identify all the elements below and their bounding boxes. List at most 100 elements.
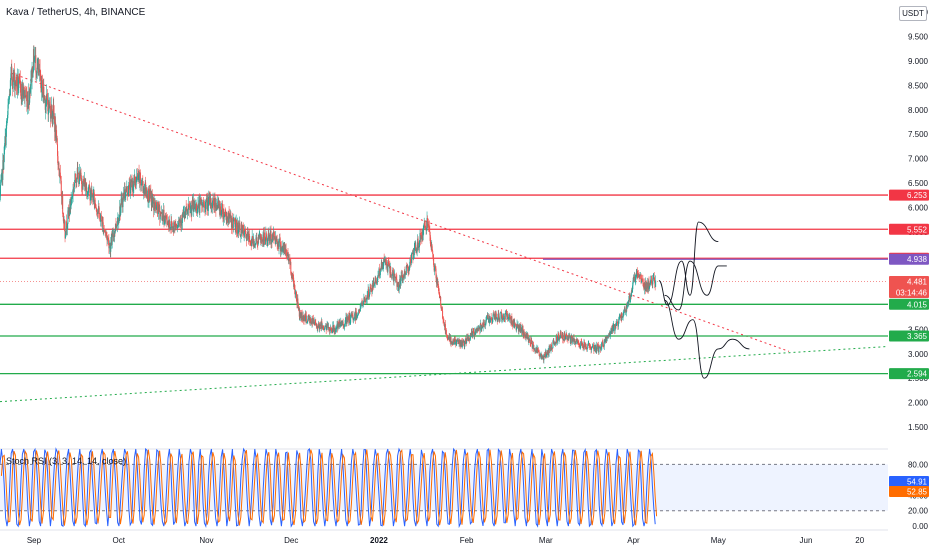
candle (145, 182, 147, 193)
candle (305, 313, 307, 316)
candle (191, 208, 193, 216)
candle (392, 270, 394, 274)
candle (556, 341, 558, 343)
candle (130, 179, 132, 194)
candle (86, 187, 88, 196)
candle (558, 339, 560, 341)
candle (352, 315, 354, 321)
candle (8, 94, 10, 100)
candle (128, 184, 130, 194)
candle (6, 121, 8, 129)
candle (375, 278, 377, 282)
price-pane[interactable] (0, 45, 889, 403)
candle (374, 277, 376, 283)
candle (139, 172, 141, 183)
candle (32, 71, 34, 78)
candle (514, 322, 516, 325)
candle (248, 233, 250, 241)
candle (59, 172, 61, 178)
candle (252, 236, 254, 239)
candle (443, 322, 445, 326)
candle (233, 217, 235, 220)
candle (349, 322, 351, 324)
time-tick-label: Oct (113, 536, 126, 545)
candle (596, 345, 598, 352)
candle (62, 195, 64, 214)
candle (462, 341, 464, 343)
candle (443, 319, 445, 323)
candle (562, 333, 564, 340)
candle (203, 202, 205, 204)
candle (264, 239, 266, 242)
candle (46, 93, 48, 99)
candle (608, 334, 610, 337)
candle (12, 72, 14, 89)
candle (532, 343, 534, 348)
candle (289, 259, 291, 265)
candle (369, 287, 371, 289)
candle (495, 313, 497, 319)
candle (266, 238, 268, 242)
candle (552, 341, 554, 349)
candle (412, 252, 414, 260)
candle (70, 198, 72, 205)
candle (360, 304, 362, 308)
candle (220, 206, 222, 211)
candle (626, 304, 628, 308)
projection-path-0 (658, 221, 719, 306)
candle (387, 261, 389, 263)
candle (338, 321, 340, 328)
currency-selector[interactable]: USDT (899, 6, 927, 21)
candle (538, 351, 540, 357)
candle (331, 330, 333, 334)
candle (553, 340, 555, 344)
candle (611, 330, 613, 334)
candle (379, 274, 381, 276)
candle (424, 222, 426, 226)
candle (265, 232, 267, 239)
candle (582, 345, 584, 349)
candle (235, 223, 237, 230)
candle (492, 318, 494, 323)
candle (468, 337, 470, 341)
candle (224, 212, 226, 217)
chart-title: Kava / TetherUS, 4h, BINANCE (6, 7, 146, 18)
candle (473, 331, 475, 334)
candle (648, 281, 650, 289)
rsi-pane[interactable] (0, 447, 888, 529)
candle (212, 200, 214, 208)
candle (339, 323, 341, 325)
candle (586, 348, 588, 350)
candle (543, 353, 545, 357)
candle (20, 83, 22, 96)
candle (259, 235, 261, 240)
candle (126, 186, 128, 193)
candle (505, 313, 507, 315)
candle (306, 322, 308, 324)
price-tags: 6.2535.5524.9584.0153.3652.5944.9384.481… (889, 189, 929, 380)
candle (621, 313, 623, 319)
candle (241, 224, 243, 229)
candle (53, 104, 55, 114)
candle (177, 224, 179, 227)
candle (587, 344, 589, 349)
price-tick-label: 2.000 (908, 399, 929, 408)
candle (421, 234, 423, 240)
candle (97, 211, 99, 214)
time-axis[interactable]: Sep Oct Nov Dec 2022 Feb Mar Apr May Jun 20 (0, 529, 888, 545)
candle (475, 328, 477, 333)
candle (600, 346, 602, 348)
candle (357, 314, 359, 316)
candle (188, 204, 190, 207)
candle (602, 344, 604, 347)
candle (482, 323, 484, 328)
candle (270, 230, 272, 244)
candle (0, 174, 2, 182)
candle (544, 356, 546, 358)
candle (410, 253, 412, 263)
level-tag-6.253: 6.253 (907, 191, 928, 200)
candle (155, 206, 157, 210)
candle (481, 326, 483, 328)
candle (196, 207, 198, 214)
